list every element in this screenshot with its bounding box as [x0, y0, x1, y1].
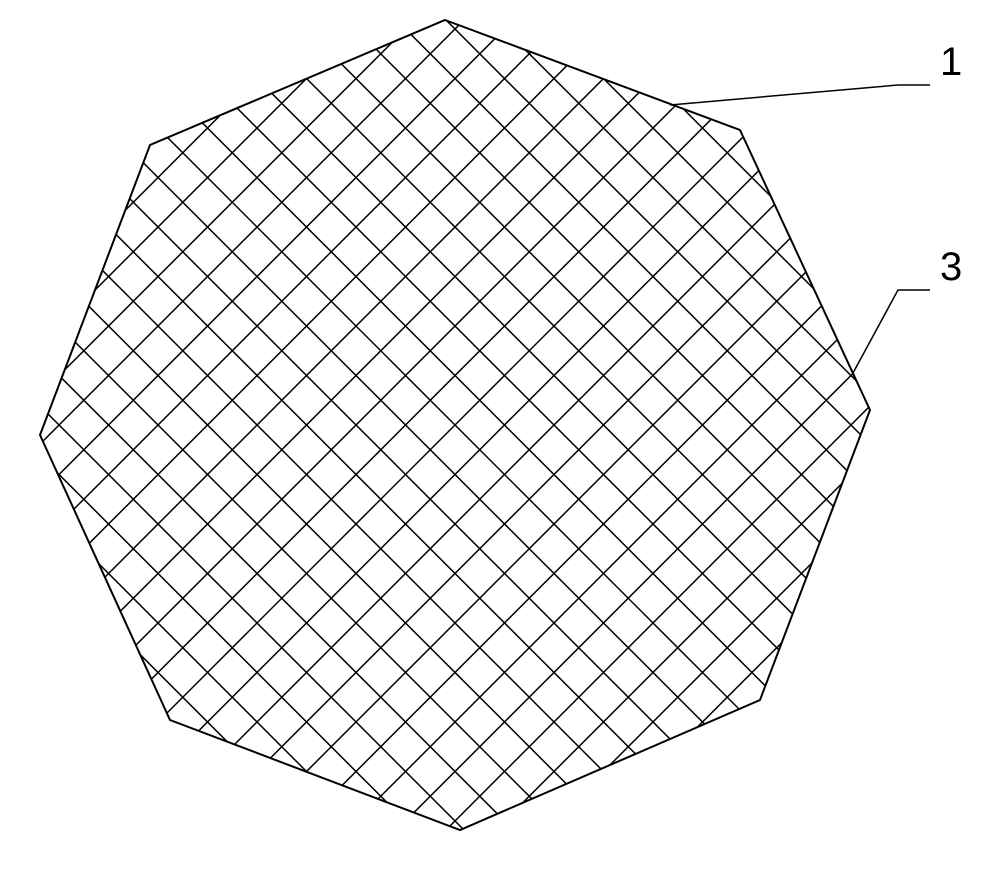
crosshatch-fill: [0, 0, 1000, 885]
diagram-svg: 13: [0, 0, 1000, 885]
callout-labels: 13: [940, 40, 962, 289]
leader-line: [853, 290, 930, 373]
callout-label-3: 3: [940, 245, 962, 289]
leader-lines: [670, 85, 930, 373]
callout-label-1: 1: [940, 40, 962, 84]
diagram-container: 13: [0, 0, 1000, 885]
leader-line: [670, 85, 930, 105]
